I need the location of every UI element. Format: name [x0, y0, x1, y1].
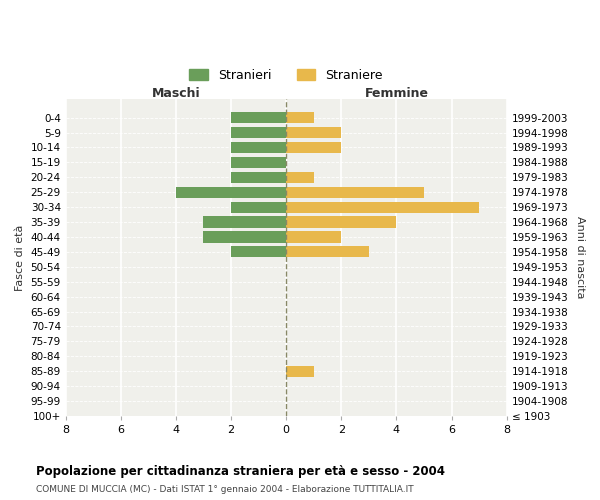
Bar	[286, 127, 341, 138]
Bar	[231, 142, 286, 153]
Text: Maschi: Maschi	[152, 86, 200, 100]
Bar	[231, 202, 286, 212]
Bar	[286, 112, 314, 123]
Bar	[231, 127, 286, 138]
Bar	[231, 172, 286, 183]
Bar	[286, 232, 341, 242]
Bar	[286, 186, 424, 198]
Text: Femmine: Femmine	[364, 86, 428, 100]
Bar	[231, 246, 286, 258]
Y-axis label: Anni di nascita: Anni di nascita	[575, 216, 585, 298]
Bar	[286, 366, 314, 377]
Bar	[203, 232, 286, 242]
Text: COMUNE DI MUCCIA (MC) - Dati ISTAT 1° gennaio 2004 - Elaborazione TUTTITALIA.IT: COMUNE DI MUCCIA (MC) - Dati ISTAT 1° ge…	[36, 485, 413, 494]
Bar	[231, 157, 286, 168]
Bar	[286, 172, 314, 183]
Bar	[286, 216, 397, 228]
Bar	[203, 216, 286, 228]
Legend: Stranieri, Straniere: Stranieri, Straniere	[184, 64, 388, 87]
Text: Popolazione per cittadinanza straniera per età e sesso - 2004: Popolazione per cittadinanza straniera p…	[36, 465, 445, 478]
Y-axis label: Fasce di età: Fasce di età	[15, 224, 25, 290]
Bar	[231, 112, 286, 123]
Bar	[176, 186, 286, 198]
Bar	[286, 142, 341, 153]
Bar	[286, 246, 369, 258]
Bar	[286, 202, 479, 212]
